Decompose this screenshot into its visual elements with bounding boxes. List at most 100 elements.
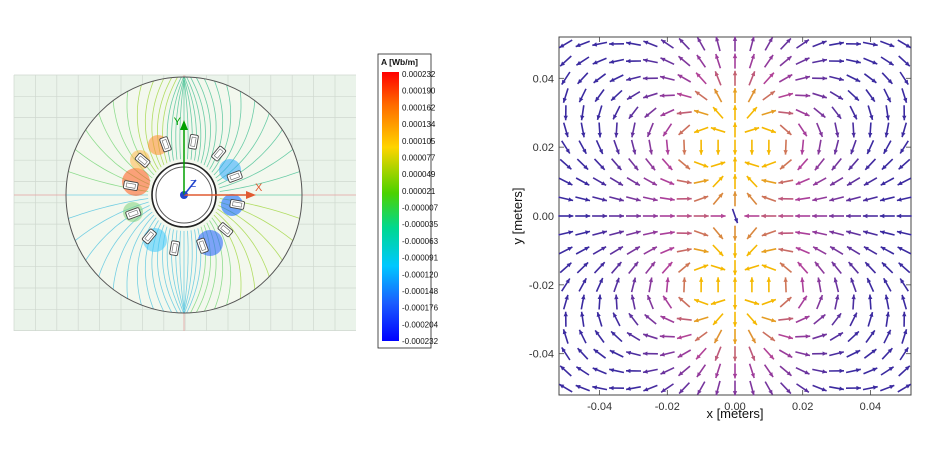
field-arrow — [783, 139, 788, 155]
field-arrow — [561, 140, 571, 154]
x-axis-label: x [meters] — [706, 406, 763, 421]
field-arrow — [846, 213, 861, 219]
field-arrow — [660, 177, 675, 186]
field-arrow — [749, 36, 755, 52]
field-arrow — [865, 89, 876, 103]
field-arrow — [829, 91, 844, 101]
colorbar: A [Wb/m] 0.000232 0.000190 0.000162 0.00013… — [377, 53, 439, 349]
field-arrow — [659, 334, 675, 339]
field-arrow — [795, 334, 811, 339]
field-arrow — [628, 312, 639, 326]
field-arrow — [816, 294, 824, 310]
field-arrow — [612, 105, 621, 120]
field-arrow — [577, 347, 589, 360]
field-arrow — [797, 158, 809, 171]
field-arrow — [575, 40, 590, 48]
field-arrow — [712, 244, 724, 257]
colorbar-title: A [Wb/m] — [381, 57, 418, 67]
field-arrow — [797, 123, 808, 137]
stator-slot — [159, 136, 172, 153]
field-arrow — [614, 122, 619, 138]
field-arrow — [609, 213, 624, 219]
field-arrow — [628, 261, 639, 275]
field-arrow — [746, 226, 758, 240]
field-arrow — [558, 196, 574, 202]
field-arrow — [780, 37, 792, 50]
field-arrow — [592, 196, 608, 202]
field-arrow — [863, 177, 878, 186]
field-arrow — [597, 122, 602, 138]
field-arrow — [665, 139, 670, 155]
field-arrow — [580, 311, 585, 327]
field-arrow — [643, 177, 658, 186]
field-arrow — [678, 296, 691, 308]
field-arrow — [812, 177, 827, 186]
field-arrow — [593, 158, 606, 171]
field-arrow — [710, 213, 726, 219]
field-arrow — [592, 367, 607, 375]
field-arrow — [596, 105, 603, 121]
field-arrow — [731, 208, 739, 224]
field-arrow — [694, 90, 708, 101]
field-arrow — [778, 333, 794, 340]
field-arrow — [645, 157, 656, 171]
colorbar-gradient — [382, 72, 399, 341]
field-arrow — [659, 75, 675, 81]
field-arrow — [744, 299, 760, 306]
colorbar-tick-label: 0.000190 — [402, 87, 436, 96]
field-arrow — [608, 41, 625, 47]
field-arrow — [561, 346, 571, 361]
field-arrow — [901, 122, 908, 138]
field-arrow — [625, 368, 642, 374]
field-arrow — [748, 346, 756, 361]
field-arrow — [699, 277, 704, 293]
field-arrow — [764, 37, 774, 51]
field-arrow — [665, 277, 670, 293]
field-arrow — [558, 213, 574, 219]
field-arrow — [833, 277, 840, 293]
field-arrow — [862, 230, 878, 236]
field-arrow — [863, 73, 877, 84]
field-arrow — [677, 365, 691, 377]
field-arrow — [678, 37, 690, 50]
field-arrow — [732, 329, 738, 344]
stator-slot — [188, 133, 199, 150]
field-arrow — [748, 71, 756, 86]
field-arrow — [645, 261, 656, 275]
field-arrow — [713, 329, 723, 344]
colorbar-tick-label: -0.000148 — [402, 287, 439, 296]
field-arrow — [761, 160, 777, 168]
field-arrow — [795, 366, 810, 375]
field-arrow — [575, 177, 590, 186]
field-arrow — [613, 277, 620, 293]
field-arrow — [851, 294, 856, 310]
field-arrow — [626, 177, 641, 187]
field-arrow — [580, 294, 586, 310]
field-arrow — [732, 139, 738, 155]
field-arrow — [578, 88, 587, 103]
field-arrow — [812, 58, 828, 64]
field-arrow — [592, 385, 608, 391]
field-arrow — [833, 139, 840, 155]
field-arrow — [746, 106, 758, 119]
field-arrow — [563, 311, 568, 327]
field-arrow — [817, 277, 822, 293]
field-arrow — [829, 350, 844, 357]
field-arrow — [747, 88, 757, 103]
field-arrow — [778, 213, 794, 219]
field-arrow — [561, 71, 571, 86]
field-arrow — [880, 56, 895, 66]
field-arrow — [766, 277, 771, 293]
field-arrow — [795, 351, 811, 357]
colorbar-tick-label: -0.000120 — [402, 270, 439, 279]
field-arrow — [749, 139, 755, 155]
field-arrow — [577, 72, 589, 85]
stator-slot — [125, 207, 142, 220]
field-arrow — [866, 139, 875, 155]
field-arrow — [592, 246, 607, 255]
field-arrow — [846, 349, 861, 358]
field-arrow — [763, 347, 775, 360]
field-arrow — [882, 140, 892, 155]
stator-slots — [122, 133, 246, 257]
field-arrow — [800, 139, 805, 155]
